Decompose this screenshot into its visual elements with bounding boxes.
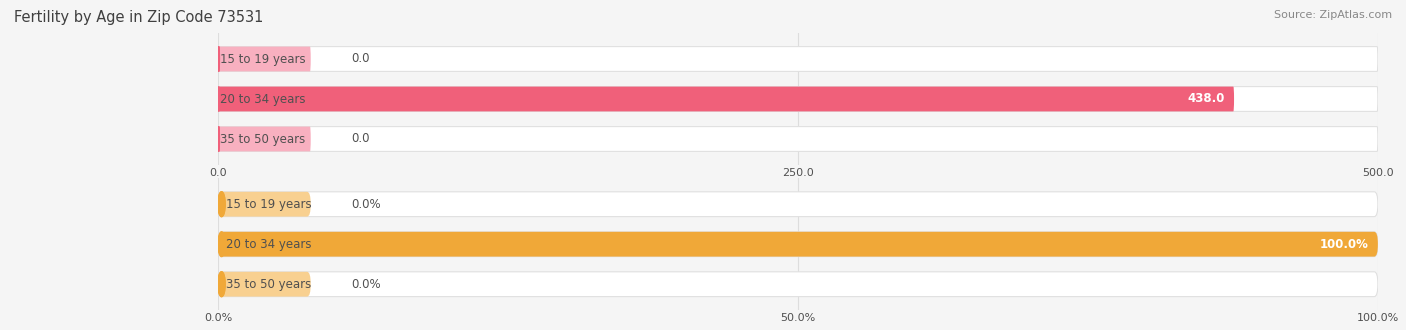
Text: 0.0: 0.0 [352, 133, 370, 146]
FancyBboxPatch shape [218, 47, 311, 71]
Circle shape [218, 232, 225, 257]
Text: 0.0%: 0.0% [352, 198, 381, 211]
FancyBboxPatch shape [218, 232, 1378, 257]
Circle shape [218, 272, 225, 297]
FancyBboxPatch shape [218, 86, 1378, 112]
Text: 0.0: 0.0 [352, 52, 370, 65]
FancyBboxPatch shape [218, 232, 1378, 257]
Circle shape [218, 86, 219, 112]
Circle shape [218, 127, 219, 151]
FancyBboxPatch shape [218, 86, 1234, 112]
Text: 20 to 34 years: 20 to 34 years [219, 92, 305, 106]
Circle shape [218, 192, 225, 216]
Text: 438.0: 438.0 [1188, 92, 1225, 106]
Circle shape [218, 192, 225, 216]
Text: 15 to 19 years: 15 to 19 years [226, 198, 312, 211]
Text: 35 to 50 years: 35 to 50 years [226, 278, 311, 291]
FancyBboxPatch shape [218, 272, 311, 297]
Text: 35 to 50 years: 35 to 50 years [219, 133, 305, 146]
Text: Fertility by Age in Zip Code 73531: Fertility by Age in Zip Code 73531 [14, 10, 263, 25]
Circle shape [218, 47, 219, 71]
FancyBboxPatch shape [218, 47, 1378, 71]
FancyBboxPatch shape [218, 127, 1378, 151]
Circle shape [218, 47, 219, 71]
FancyBboxPatch shape [218, 192, 1378, 216]
FancyBboxPatch shape [218, 272, 1378, 297]
Circle shape [218, 127, 219, 151]
Text: 20 to 34 years: 20 to 34 years [226, 238, 311, 251]
Text: 0.0%: 0.0% [352, 278, 381, 291]
Text: 15 to 19 years: 15 to 19 years [219, 52, 305, 65]
FancyBboxPatch shape [218, 127, 311, 151]
FancyBboxPatch shape [218, 192, 311, 216]
Text: 100.0%: 100.0% [1320, 238, 1368, 251]
Circle shape [218, 272, 225, 297]
Text: Source: ZipAtlas.com: Source: ZipAtlas.com [1274, 10, 1392, 20]
